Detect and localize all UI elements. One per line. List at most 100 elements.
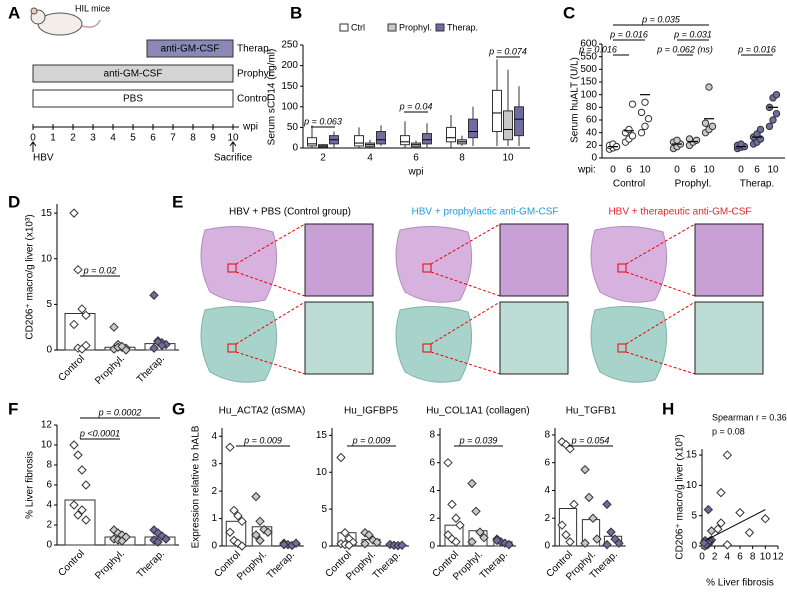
data-point <box>628 132 637 140</box>
data-point <box>744 527 755 538</box>
box <box>307 137 317 147</box>
annotation: p = 0.074 <box>488 46 527 56</box>
x-tick-label: 4 <box>367 153 373 164</box>
data-point <box>149 290 159 300</box>
time-tick-label: 1 <box>50 133 56 144</box>
data-point <box>161 534 171 544</box>
event-arrow <box>229 141 237 152</box>
data-point <box>81 310 91 321</box>
chart-title: Hu_TGFB1 <box>566 406 617 417</box>
data-point <box>716 518 726 528</box>
group-label: Control <box>237 94 269 105</box>
data-point <box>557 520 567 530</box>
data-point <box>77 304 87 314</box>
x-tick-label: 2 <box>712 552 718 563</box>
legend-swatch <box>339 23 349 32</box>
y-tick-label: 4 <box>46 500 52 511</box>
data-point <box>479 532 489 543</box>
data-point <box>77 505 87 515</box>
y-tick-label: 80 <box>586 102 598 113</box>
box <box>446 126 456 143</box>
data-point <box>336 452 346 463</box>
box <box>492 89 502 133</box>
data-point <box>713 524 723 534</box>
bar <box>603 535 623 547</box>
y-tick-label: 0 <box>211 541 217 552</box>
y-tick-label: 8 <box>429 430 435 441</box>
data-point <box>81 480 91 490</box>
x-tick-label: 10 <box>767 165 779 176</box>
box <box>422 133 432 145</box>
y-tick-label: 10 <box>686 480 698 491</box>
data-point <box>77 465 87 475</box>
y-tick-label: 15 <box>41 208 53 219</box>
y-axis-label: CD206⁺ macro/g liver (x10³) <box>675 434 686 559</box>
x-tick-label: 0 <box>674 165 680 176</box>
data-point <box>455 520 465 530</box>
y-tick-label: 1 <box>211 513 217 524</box>
annotation: p = 0.009 <box>243 435 282 445</box>
data-point <box>157 340 167 351</box>
y-tick-label: 250 <box>281 40 298 51</box>
y-tick-label: 6 <box>429 457 435 468</box>
data-point <box>225 527 235 537</box>
x-prefix: wpi: <box>577 165 596 176</box>
group-label: Therap. <box>237 44 271 55</box>
treatment-bar <box>32 89 234 108</box>
bar <box>558 508 578 547</box>
data-point <box>348 537 358 548</box>
y-tick-label: 600 <box>580 39 597 50</box>
data-point <box>584 492 594 503</box>
data-point <box>81 340 91 351</box>
x-tick-label: 4 <box>725 552 731 563</box>
time-tick-label: 8 <box>190 133 196 144</box>
legend-label: Ctrl <box>351 22 365 32</box>
bar <box>64 499 96 546</box>
time-tick-label: 9 <box>210 133 216 144</box>
data-point <box>565 537 575 547</box>
data-point <box>73 264 83 275</box>
data-point <box>364 530 374 540</box>
data-point <box>447 499 457 510</box>
data-point <box>756 125 765 134</box>
y-tick-label: 3 <box>211 458 217 469</box>
treatment-label: anti-GM-CSF <box>161 44 220 55</box>
time-tick-label: 7 <box>170 133 176 144</box>
y-axis-label: CD206⁺ macro/g liver (x10³) <box>25 214 36 339</box>
annotation: p = 0.016 <box>609 29 648 39</box>
data-point <box>592 534 602 544</box>
data-point <box>699 538 709 548</box>
y-tick-label: 500 <box>580 64 597 75</box>
legend-label: Prophyl. <box>399 22 432 32</box>
y-tick-label: 100 <box>580 89 597 100</box>
annotation: p = 0.031 <box>673 29 712 39</box>
x-tick-label: 12 <box>772 552 784 563</box>
panel-label: D <box>8 192 20 211</box>
data-point <box>580 538 590 548</box>
time-tick-label: 6 <box>150 133 156 144</box>
data-point <box>255 535 265 546</box>
data-point <box>109 322 119 332</box>
data-point <box>580 464 590 475</box>
data-point <box>372 537 382 548</box>
mouse-icon <box>30 7 101 36</box>
panel-label: F <box>8 399 18 418</box>
time-axis-label: wpi <box>242 122 258 133</box>
group-label: Therap. <box>740 179 774 190</box>
data-point <box>340 528 350 538</box>
data-point <box>344 540 354 550</box>
x-tick-label: 6 <box>413 153 419 164</box>
data-point <box>625 125 633 134</box>
data-point <box>722 540 733 550</box>
data-point <box>716 487 726 498</box>
data-point <box>225 442 235 452</box>
data-point <box>628 100 637 108</box>
y-tick-label: 100 <box>281 101 298 112</box>
data-point <box>443 457 453 468</box>
data-point <box>565 444 575 454</box>
data-point <box>467 537 477 547</box>
data-point <box>602 499 612 510</box>
data-point <box>504 539 514 550</box>
data-point <box>561 530 571 540</box>
y-tick-label: 10 <box>316 467 328 478</box>
